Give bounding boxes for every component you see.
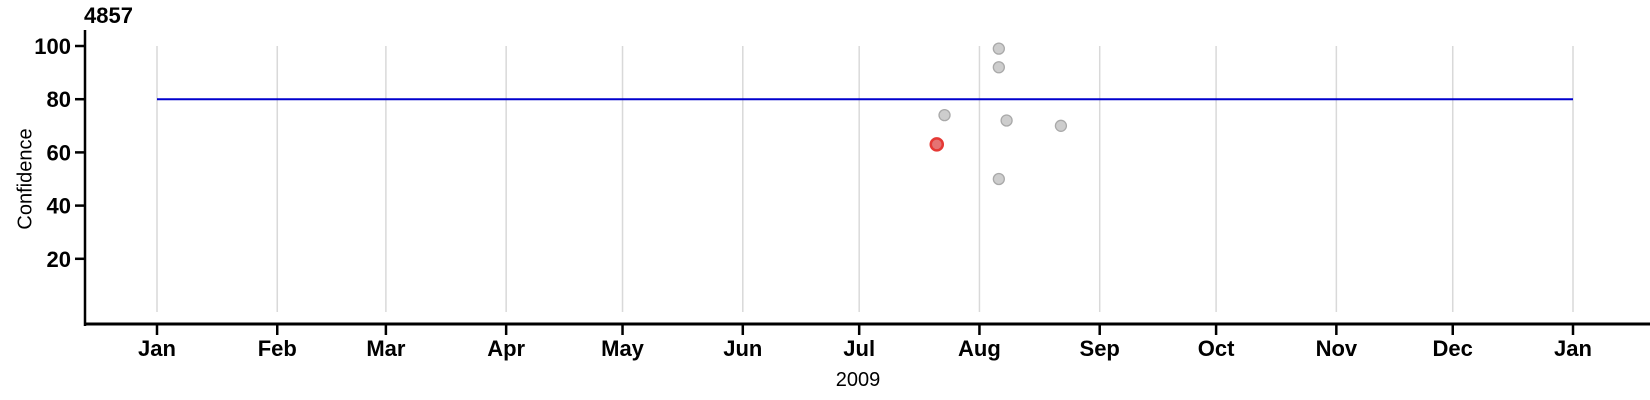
x-tick-label: Jan bbox=[138, 336, 176, 361]
chart-title: 4857 bbox=[84, 3, 133, 28]
data-point bbox=[1000, 114, 1013, 127]
x-tick-label: Mar bbox=[366, 336, 406, 361]
x-tick-label: Nov bbox=[1316, 336, 1358, 361]
data-point bbox=[992, 42, 1005, 55]
y-tick-label: 80 bbox=[47, 87, 71, 112]
data-point bbox=[992, 61, 1005, 74]
x-tick-label: Jul bbox=[843, 336, 875, 361]
y-tick-label: 40 bbox=[47, 194, 71, 219]
y-tick-label: 20 bbox=[47, 247, 71, 272]
y-tick-label: 100 bbox=[34, 34, 71, 59]
x-tick-label: Sep bbox=[1080, 336, 1120, 361]
x-tick-label: Feb bbox=[258, 336, 297, 361]
y-axis-label: Confidence bbox=[14, 128, 37, 230]
x-tick-label: Dec bbox=[1433, 336, 1473, 361]
x-tick-label: Jan bbox=[1554, 336, 1592, 361]
highlighted-data-point bbox=[929, 137, 945, 152]
data-point bbox=[992, 172, 1005, 186]
data-point bbox=[938, 109, 951, 122]
x-tick-label: Oct bbox=[1198, 336, 1235, 361]
x-tick-label: Apr bbox=[487, 336, 525, 361]
data-point bbox=[1054, 119, 1068, 132]
y-tick-label: 60 bbox=[47, 140, 71, 165]
x-tick-label: May bbox=[601, 336, 645, 361]
x-tick-label: Aug bbox=[958, 336, 1001, 361]
x-axis-label: 2009 bbox=[835, 369, 881, 391]
x-tick-label: Jun bbox=[723, 336, 762, 361]
